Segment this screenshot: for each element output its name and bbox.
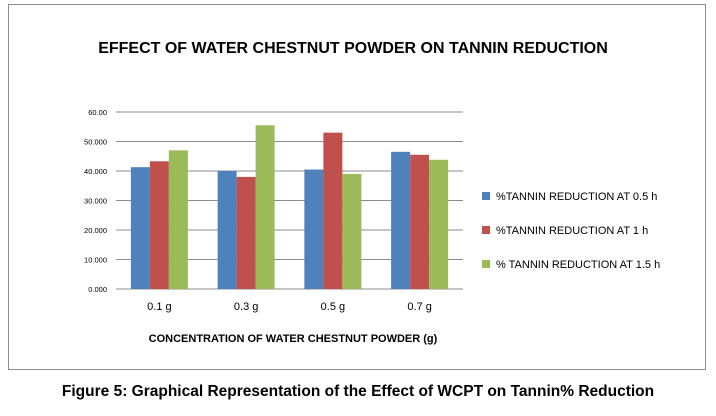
x-tick-label: 0.5 g	[321, 301, 345, 313]
x-tick-label: 0.7 g	[407, 301, 431, 313]
chart-title: EFFECT OF WATER CHESTNUT POWDER ON TANNI…	[98, 40, 608, 57]
legend-label: %TANNIN REDUCTION AT 1 h	[496, 225, 648, 237]
y-tick-label: 50.000	[84, 138, 107, 147]
bar	[323, 132, 343, 289]
legend-label: % TANNIN REDUCTION AT 1.5 h	[496, 259, 660, 271]
bar	[342, 173, 362, 289]
y-tick-label: 60.00	[88, 108, 107, 117]
bar	[168, 150, 188, 289]
y-tick-label: 30.000	[84, 197, 107, 206]
y-tick-label: 10.000	[84, 256, 107, 265]
x-tick-label: 0.3 g	[234, 301, 258, 313]
y-tick-label: 0.000	[88, 285, 107, 294]
bar	[255, 125, 275, 290]
chart-frame: EFFECT OF WATER CHESTNUT POWDER ON TANNI…	[8, 4, 706, 370]
y-axis-ticks: 0.000 10.000 20.000 30.000 40.000 50.000 60.00	[84, 108, 107, 294]
legend-swatch	[482, 192, 490, 200]
chart-svg: EFFECT OF WATER CHESTNUT POWDER ON TANNI…	[84, 40, 660, 345]
legend-label: %TANNIN REDUCTION AT 0.5 h	[496, 191, 657, 203]
bar	[149, 161, 169, 289]
y-tick-label: 20.000	[84, 226, 107, 235]
legend-swatch	[482, 226, 490, 234]
x-tick-label: 0.1 g	[147, 301, 171, 313]
bar	[410, 154, 430, 289]
bar	[130, 167, 150, 289]
y-tick-label: 40.000	[84, 167, 107, 176]
bar	[236, 176, 256, 289]
figure-caption: Figure 5: Graphical Representation of th…	[61, 383, 655, 400]
bar	[217, 171, 237, 289]
legend: %TANNIN REDUCTION AT 0.5 h %TANNIN REDUCT…	[482, 191, 660, 271]
bar	[429, 159, 449, 289]
x-axis-label: CONCENTRATION OF WATER CHESTNUT POWDER (…	[149, 333, 438, 345]
legend-swatch	[482, 260, 490, 268]
bars	[130, 125, 449, 290]
bar	[304, 169, 324, 289]
x-axis-ticks: 0.1 g 0.3 g 0.5 g 0.7 g	[147, 301, 432, 313]
bar	[391, 151, 411, 289]
